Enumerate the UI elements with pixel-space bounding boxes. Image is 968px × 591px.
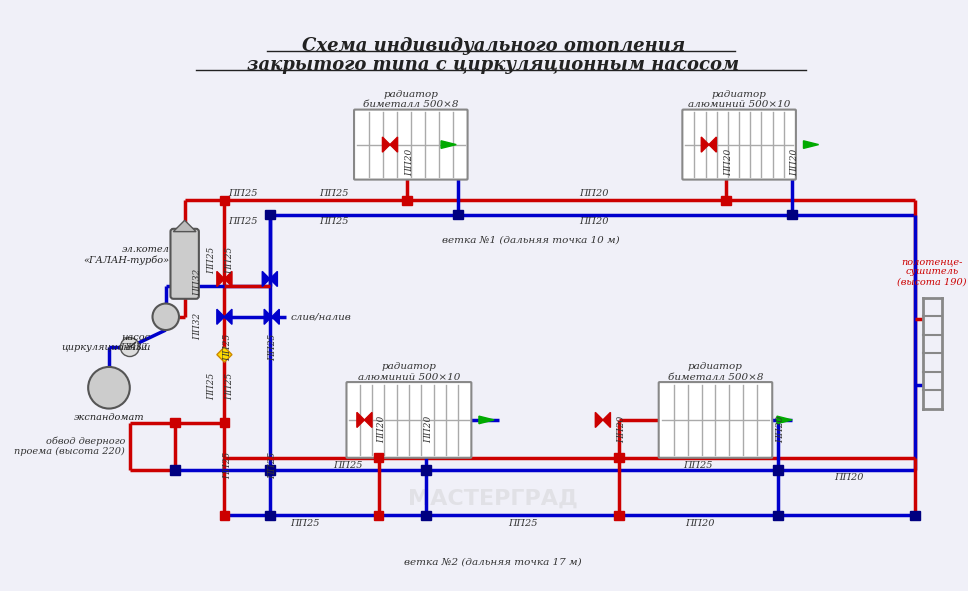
Text: ПП20: ПП20	[424, 415, 434, 443]
Polygon shape	[441, 141, 456, 148]
Polygon shape	[173, 220, 197, 232]
Bar	[265, 511, 275, 520]
Text: ПП25: ПП25	[223, 452, 231, 479]
FancyBboxPatch shape	[347, 382, 471, 458]
Circle shape	[120, 337, 139, 356]
Bar	[615, 453, 623, 463]
Polygon shape	[701, 137, 709, 152]
Text: радиатор
биметалл 500×8: радиатор биметалл 500×8	[668, 362, 763, 382]
Text: ПП25: ПП25	[226, 373, 234, 401]
Text: экспандомат: экспандомат	[74, 413, 144, 423]
Text: ПП25: ПП25	[226, 246, 234, 274]
Text: ПП32: ПП32	[120, 343, 147, 352]
Text: ветка №1 (дальняя точка 10 м): ветка №1 (дальняя точка 10 м)	[442, 235, 620, 245]
Polygon shape	[390, 137, 398, 152]
FancyBboxPatch shape	[658, 382, 772, 458]
Polygon shape	[217, 347, 232, 362]
Polygon shape	[217, 271, 225, 287]
Polygon shape	[262, 271, 270, 287]
Text: ПП25: ПП25	[206, 246, 216, 274]
Text: закрытого типа с циркуляционным насосом: закрытого типа с циркуляционным насосом	[247, 56, 740, 74]
Text: ПП25: ПП25	[223, 333, 231, 361]
Bar	[265, 210, 275, 219]
Text: полотенце-
сушитель
(высота 190): полотенце- сушитель (высота 190)	[897, 256, 967, 287]
Text: ПП25: ПП25	[206, 373, 216, 401]
Text: ПП25: ПП25	[268, 333, 277, 361]
Bar	[421, 465, 431, 475]
Text: ПП25: ПП25	[319, 217, 348, 226]
Text: слив/налив: слив/налив	[290, 312, 351, 322]
Text: ПП25: ПП25	[228, 189, 258, 199]
Text: радиатор
алюминий 500×10: радиатор алюминий 500×10	[358, 362, 460, 382]
Polygon shape	[803, 141, 819, 148]
Polygon shape	[357, 413, 364, 427]
Bar	[773, 511, 783, 520]
Polygon shape	[382, 137, 390, 152]
Text: ПП25: ПП25	[333, 461, 362, 470]
Polygon shape	[264, 309, 272, 324]
Text: Схема индивидуального отопления: Схема индивидуального отопления	[301, 37, 684, 55]
Text: ПП25: ПП25	[290, 518, 319, 528]
Text: ПП20: ПП20	[834, 473, 863, 482]
Bar	[773, 465, 783, 475]
Bar	[721, 196, 731, 205]
Polygon shape	[272, 309, 280, 324]
Bar	[220, 196, 229, 205]
Bar	[170, 465, 180, 475]
Text: ПП20: ПП20	[685, 518, 715, 528]
Polygon shape	[225, 309, 232, 324]
Polygon shape	[603, 413, 611, 427]
Text: обвод дверного
проема (высота 220): обвод дверного проема (высота 220)	[15, 436, 125, 456]
Bar	[453, 210, 463, 219]
Bar	[421, 511, 431, 520]
Text: ПП20: ПП20	[724, 149, 733, 176]
Polygon shape	[217, 309, 225, 324]
Text: радиатор
алюминий 500×10: радиатор алюминий 500×10	[688, 90, 790, 109]
FancyBboxPatch shape	[170, 229, 198, 299]
Bar	[403, 196, 411, 205]
Bar	[265, 465, 275, 475]
Text: ПП20: ПП20	[776, 415, 785, 443]
Text: ПП25: ПП25	[682, 461, 712, 470]
Text: радиатор
биметалл 500×8: радиатор биметалл 500×8	[363, 90, 459, 109]
Bar	[374, 511, 383, 520]
Text: ПП20: ПП20	[618, 415, 626, 443]
Polygon shape	[364, 413, 372, 427]
FancyBboxPatch shape	[354, 109, 468, 180]
Text: ПП25: ПП25	[228, 217, 258, 226]
Bar	[910, 511, 920, 520]
Bar	[170, 418, 180, 427]
Text: эл.котел
«ГАЛАН-турбо»: эл.котел «ГАЛАН-турбо»	[83, 245, 169, 265]
Polygon shape	[479, 416, 494, 424]
Text: ПП32: ПП32	[194, 269, 202, 296]
Circle shape	[88, 367, 130, 408]
Bar	[220, 418, 229, 427]
Text: ПП20: ПП20	[579, 217, 608, 226]
Text: ветка №2 (дальняя точка 17 м): ветка №2 (дальняя точка 17 м)	[405, 557, 582, 566]
Polygon shape	[595, 413, 603, 427]
Polygon shape	[709, 137, 716, 152]
Polygon shape	[777, 416, 792, 424]
Text: ПП25: ПП25	[268, 452, 277, 479]
Bar	[220, 511, 229, 520]
Text: ПП20: ПП20	[377, 415, 386, 443]
Text: ПП32: ПП32	[194, 313, 202, 340]
Bar	[615, 511, 623, 520]
Bar	[374, 453, 383, 463]
Circle shape	[153, 304, 179, 330]
Polygon shape	[225, 271, 232, 287]
Text: МАСТЕРГРАД: МАСТЕРГРАД	[408, 488, 578, 508]
Bar	[787, 210, 797, 219]
Text: ПП20: ПП20	[579, 189, 608, 199]
Text: ПП25: ПП25	[319, 189, 348, 199]
FancyBboxPatch shape	[682, 109, 796, 180]
Text: ПП20: ПП20	[791, 149, 800, 176]
Text: ПП20: ПП20	[406, 149, 414, 176]
Polygon shape	[270, 271, 278, 287]
Text: ПП25: ПП25	[507, 518, 537, 528]
Text: насос
циркуляционный: насос циркуляционный	[61, 333, 151, 352]
